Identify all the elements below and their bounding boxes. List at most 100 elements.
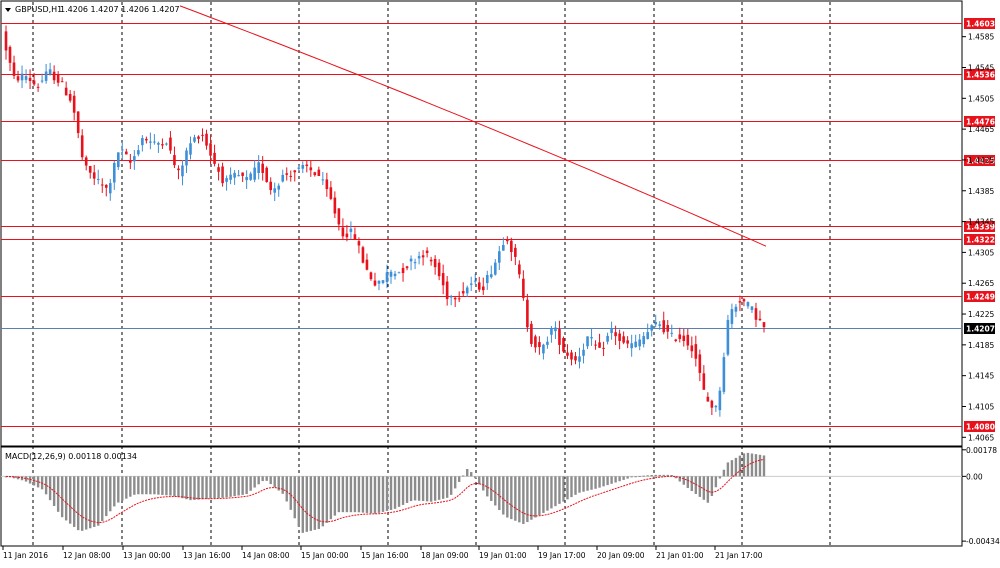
macd-bar <box>273 476 276 488</box>
macd-bar <box>734 457 738 477</box>
candle-body <box>638 339 641 347</box>
candle-body <box>337 208 341 225</box>
macd-tick-label: 0.00178 <box>966 446 997 455</box>
macd-bar <box>36 476 40 488</box>
y-tick-label: 1.4185 <box>968 341 994 350</box>
macd-bar <box>614 476 617 483</box>
candle-body <box>734 306 738 312</box>
x-tick-label: 21 Jan 01:00 <box>656 551 704 560</box>
candle-body <box>742 299 746 302</box>
macd-bar <box>622 476 625 480</box>
macd-bar <box>706 476 710 503</box>
dropdown-triangle-icon[interactable] <box>5 8 11 12</box>
candle-body <box>441 273 445 286</box>
candle-body <box>385 272 389 283</box>
macd-bar <box>261 476 264 482</box>
macd-bar <box>478 476 481 485</box>
macd-bar <box>125 476 128 499</box>
candle-body <box>149 141 152 143</box>
candle-body <box>8 46 12 63</box>
macd-bar <box>457 476 461 482</box>
candle-body <box>96 178 100 180</box>
macd-bar <box>189 476 192 501</box>
macd-bar <box>181 476 184 499</box>
macd-bar <box>738 455 742 477</box>
candle-body <box>498 251 501 263</box>
candle-body <box>301 164 305 169</box>
candle-body <box>437 262 441 277</box>
macd-bar <box>217 476 220 498</box>
candle-body <box>646 332 649 340</box>
macd-bar <box>650 474 653 477</box>
candle-body <box>241 172 244 176</box>
macd-bar <box>690 476 694 492</box>
macd-bar <box>173 476 176 497</box>
candle-body <box>309 167 313 171</box>
macd-bar <box>554 476 557 507</box>
candle-body <box>506 239 509 242</box>
macd-bar <box>369 476 373 514</box>
y-tick-label: 1.4545 <box>968 63 994 72</box>
candle-body <box>365 259 369 270</box>
candle-body <box>104 184 108 188</box>
candle-body <box>285 173 289 175</box>
candle-body <box>205 133 208 146</box>
macd-bar <box>618 476 621 482</box>
candle-body <box>510 240 513 253</box>
macd-bar <box>397 476 401 507</box>
candle-body <box>201 134 204 136</box>
candle-body <box>357 241 361 246</box>
level-price-tag <box>964 116 995 127</box>
candle-body <box>265 167 268 182</box>
y-tick-label: 1.4225 <box>968 310 994 319</box>
candle-body <box>421 255 425 258</box>
x-tick-label: 13 Jan 16:00 <box>183 551 231 560</box>
candle-body <box>345 233 349 238</box>
candle-body <box>754 308 758 320</box>
x-tick-label: 15 Jan 00:00 <box>301 551 349 560</box>
macd-bar <box>762 455 766 477</box>
macd-bar <box>149 476 152 495</box>
macd-bar <box>269 476 272 485</box>
level-price-label: 1.4476 <box>966 118 995 127</box>
macd-bar <box>726 462 730 477</box>
macd-bar <box>353 476 357 513</box>
macd-bar <box>28 476 32 484</box>
candle-body <box>662 320 666 333</box>
macd-bar <box>313 476 317 530</box>
y-tick-label: 1.4105 <box>968 402 994 411</box>
candle-body <box>562 338 565 352</box>
candle-body <box>4 31 8 51</box>
macd-bar <box>538 476 541 516</box>
x-tick-label: 20 Jan 09:00 <box>597 551 645 560</box>
macd-bar <box>221 476 224 498</box>
macd-plot-frame <box>0 446 963 547</box>
macd-bar <box>566 476 569 500</box>
macd-bar <box>233 476 236 497</box>
macd-bar <box>121 476 124 501</box>
candle-body <box>570 352 573 360</box>
macd-bar <box>241 476 244 495</box>
macd-bar <box>89 476 92 529</box>
macd-bar <box>317 476 321 529</box>
macd-bar <box>610 476 613 484</box>
candle-body <box>718 390 722 411</box>
macd-bar <box>466 468 469 477</box>
candle-body <box>273 188 277 193</box>
price-axis: 1.4585 1.4545 1.4505 1.4465 1.4425 1.4385 1.43… <box>962 33 994 442</box>
level-price-tag <box>964 291 995 302</box>
candle-body <box>457 298 461 300</box>
candle-body <box>377 280 381 284</box>
candle-body <box>514 247 517 257</box>
candle-body <box>674 339 678 341</box>
candle-body <box>213 152 216 164</box>
macd-bar <box>145 476 148 495</box>
macd-bar <box>754 454 758 477</box>
x-tick-label: 19 Jan 17:00 <box>538 551 586 560</box>
macd-bar <box>329 476 333 520</box>
candle-body <box>197 136 200 139</box>
candle-body <box>329 187 333 199</box>
macd-bar <box>133 476 136 495</box>
level-price-label: 1.4249 <box>966 293 995 302</box>
horizontal-levels: 1.4603 1.4536 1.4476 1.4425 1.4339 1.4322 1.42… <box>1 18 995 432</box>
